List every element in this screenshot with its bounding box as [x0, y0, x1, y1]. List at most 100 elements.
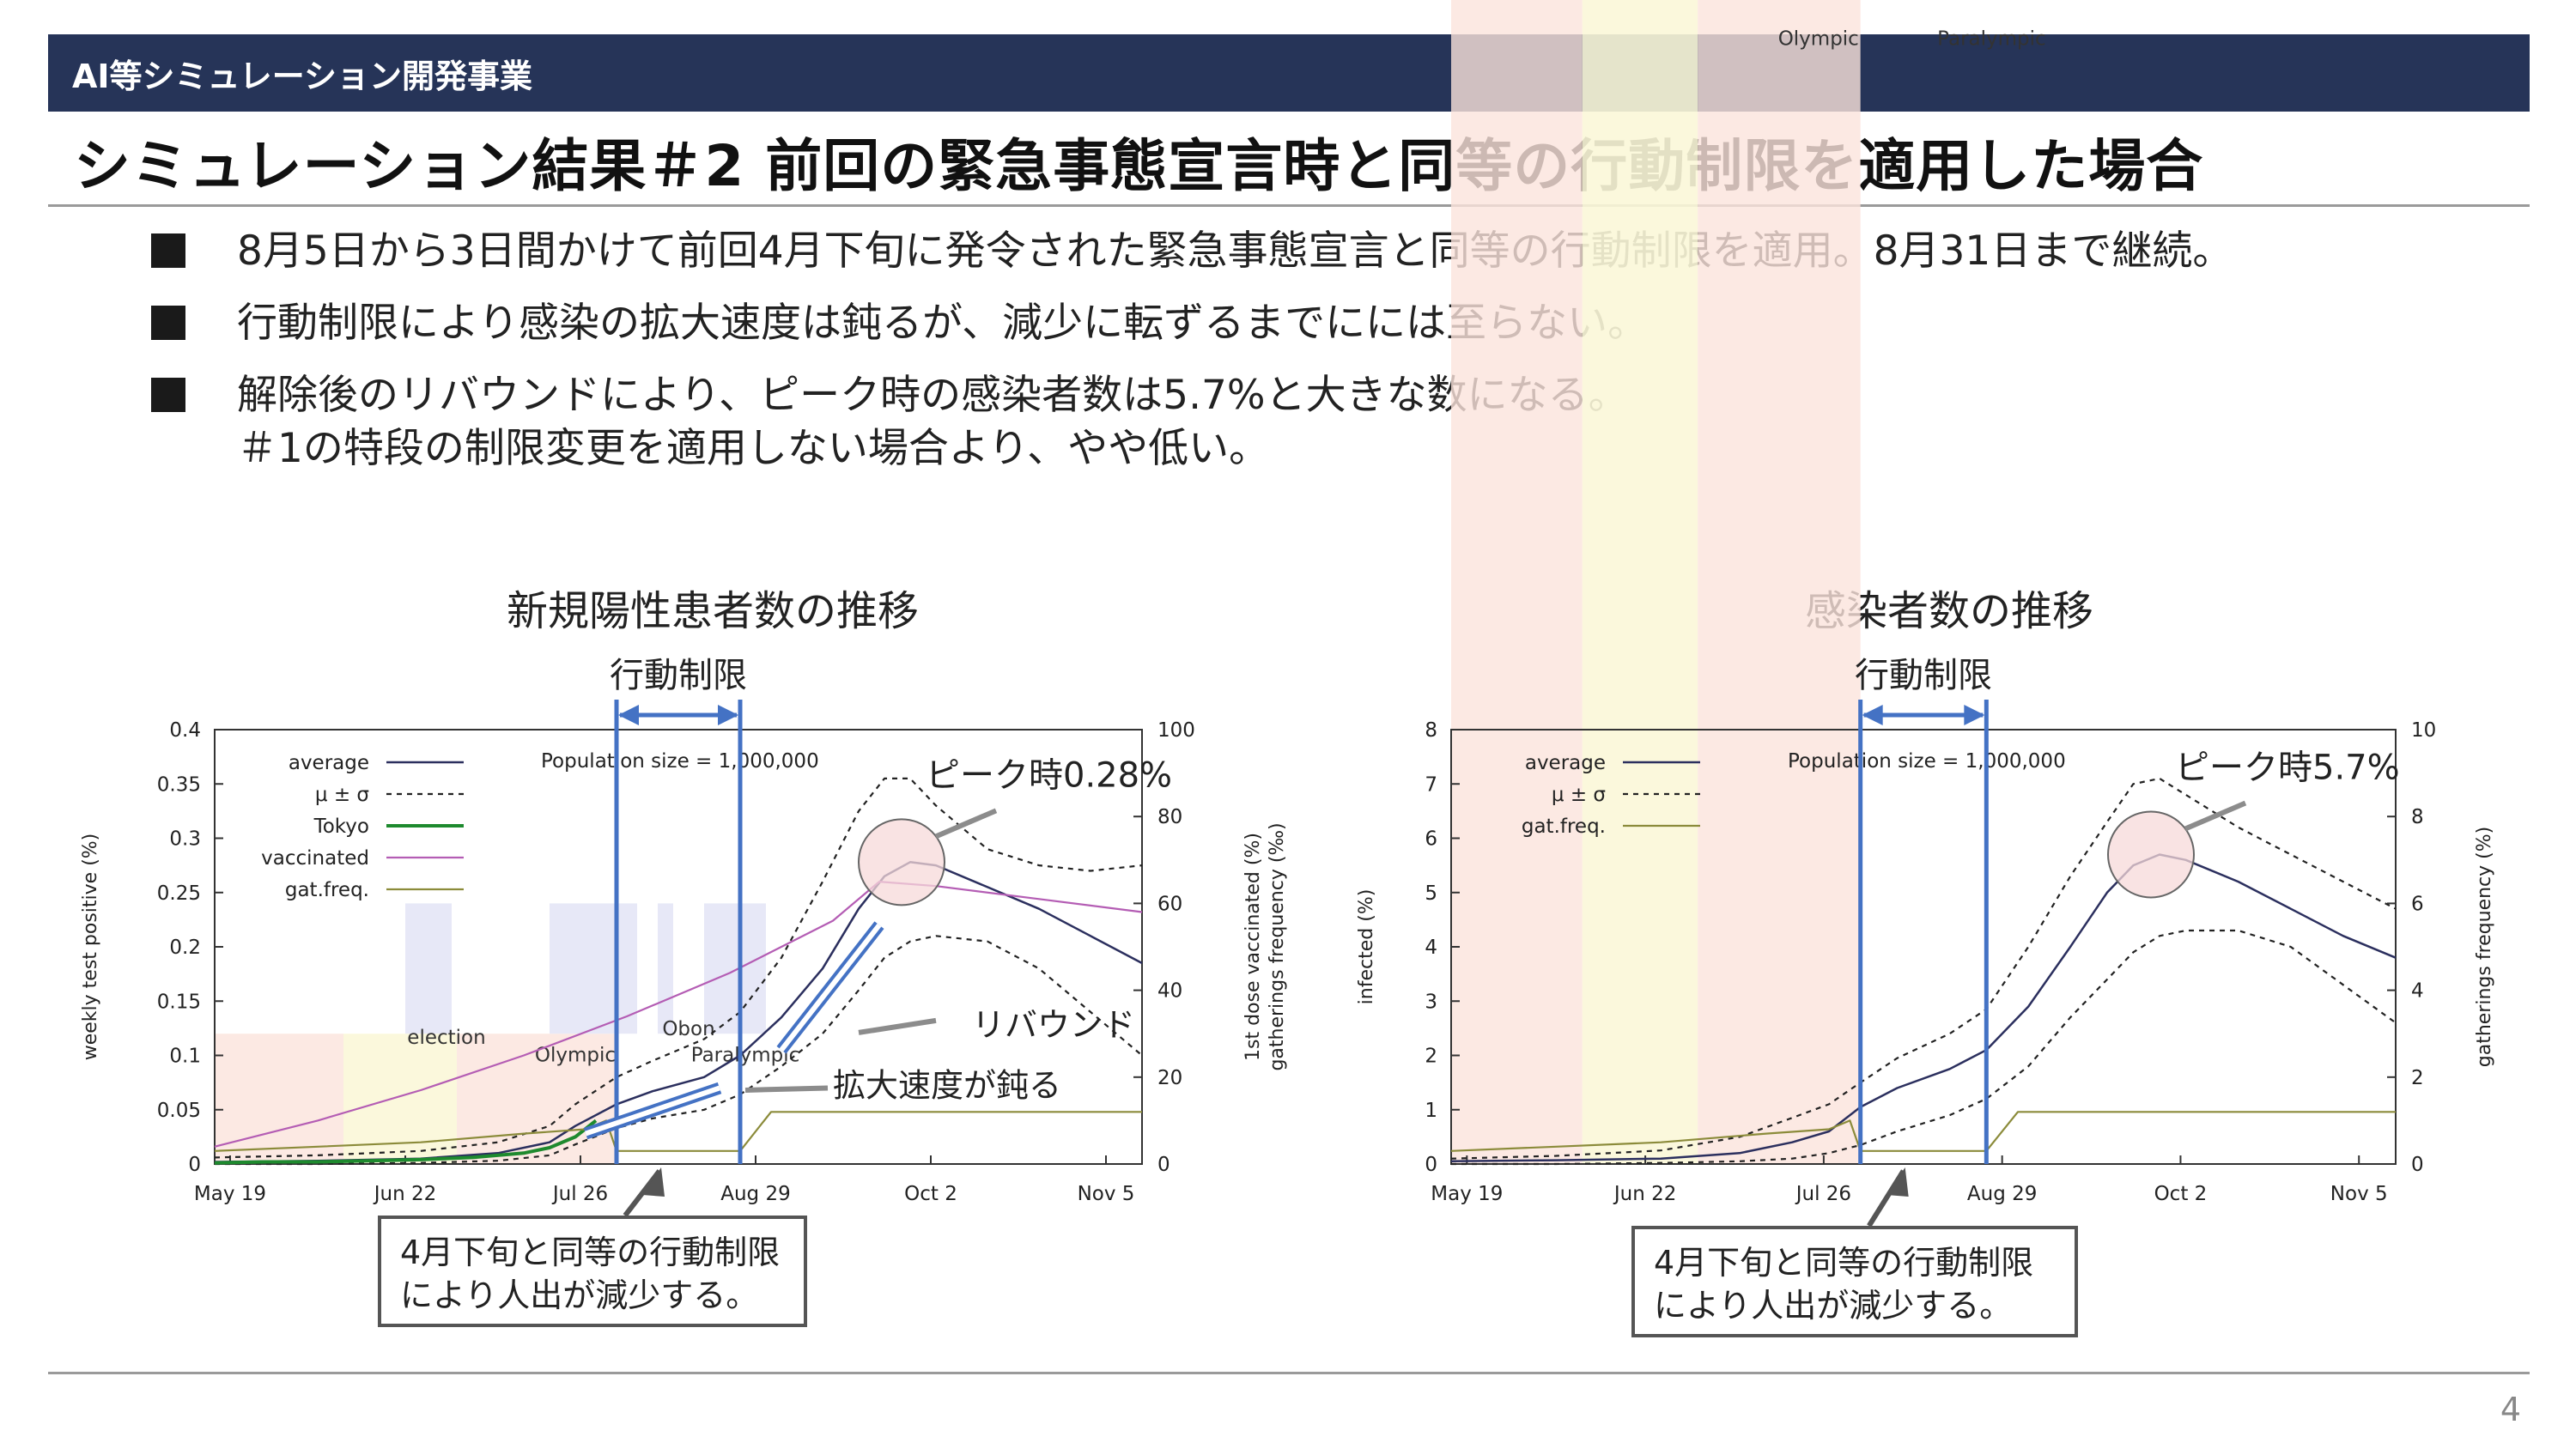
left-band-event	[405, 903, 452, 1034]
right-ytick-label: 2	[1425, 1046, 1437, 1068]
left-xtick-label: Jul 26	[551, 1183, 608, 1205]
right-ytick-label: 0	[1425, 1154, 1437, 1176]
left-band-event	[550, 903, 637, 1034]
left-band-event	[704, 903, 766, 1034]
right-xtick-label: Nov 5	[2330, 1183, 2388, 1205]
left-legend-label: average	[289, 752, 369, 774]
left-ytick-label: 0.1	[169, 1046, 201, 1068]
left-y2tick-label: 80	[1157, 806, 1182, 828]
left-callout-arrowhead	[642, 1167, 665, 1197]
bullet-square-icon	[151, 378, 185, 412]
right-ytick-label: 8	[1425, 719, 1437, 742]
right-series-	[1451, 929, 2397, 1166]
right-ytick-label: 1	[1425, 1100, 1437, 1122]
left-ytick-label: 0.05	[157, 1100, 201, 1122]
bullet-item: 8月5日から3日間かけて前回4月下旬に発令された緊急事態宣言と同等の行動制限を適…	[151, 225, 2547, 278]
left-event-label: election	[407, 1027, 485, 1049]
right-restriction-label: 行動制限	[1855, 656, 1992, 695]
left-rebound-pointer	[858, 1017, 937, 1035]
page-number: 4	[2500, 1391, 2521, 1428]
left-y2tick-label: 60	[1157, 893, 1182, 915]
left-trend-arrow-inner	[585, 1085, 720, 1137]
left-ylabel: weekly test positive (%)	[80, 834, 101, 1061]
left-population-label: Population size = 1,000,000	[541, 750, 819, 773]
right-peak-circle	[2107, 810, 2195, 899]
left-ytick-label: 0.15	[157, 991, 201, 1013]
right-peak-pointer	[2184, 800, 2247, 832]
right-ytick-label: 6	[1425, 828, 1437, 851]
bullet-list: 8月5日から3日間かけて前回4月下旬に発令された緊急事態宣言と同等の行動制限を適…	[151, 225, 2547, 494]
left-y2tick-label: 100	[1157, 719, 1195, 742]
left-band-event	[658, 903, 673, 1034]
left-peak-label: ピーク時0.28%	[926, 755, 1172, 795]
left-peak-circle	[858, 818, 945, 906]
right-series-	[1450, 777, 2397, 1160]
left-arrowhead-left	[618, 705, 639, 725]
bullet-text: 8月5日から3日間かけて前回4月下旬に発令された緊急事態宣言と同等の行動制限を適…	[237, 227, 2233, 275]
right-event-label: Olympic	[1778, 27, 1859, 50]
right-y2tick-label: 8	[2411, 806, 2424, 828]
left-xtick-label: Jun 22	[373, 1183, 437, 1205]
left-slowdown-pointer	[744, 1085, 829, 1093]
left-slowdown-label: 拡大速度が鈍る	[833, 1066, 1061, 1104]
left-series-average	[214, 861, 1143, 1163]
left-restriction-label: 行動制限	[610, 656, 747, 695]
right-ylabel: infected (%)	[1356, 889, 1377, 1005]
left-y2tick-label: 40	[1157, 980, 1182, 1003]
left-legend-label: gat.freq.	[285, 879, 369, 901]
bullet-item: 解除後のリバウンドにより、ピーク時の感染者数は5.7%と大きな数になる。 ＃1の…	[151, 369, 2547, 476]
right-band-period	[1698, 0, 1861, 1164]
left-series-Tokyo	[214, 1119, 598, 1165]
left-event-label: Olympic	[535, 1044, 616, 1066]
left-y2tick-label: 20	[1157, 1067, 1182, 1089]
left-legend-label: μ ± σ	[315, 784, 369, 806]
right-legend-label: μ ± σ	[1552, 784, 1606, 806]
left-ytick-label: 0.3	[169, 828, 201, 851]
left-callout-box: 4月下旬と同等の行動制限 により人出が減少する。	[378, 1216, 807, 1327]
right-xtick-label: Jun 22	[1613, 1183, 1677, 1205]
left-arrowhead-right	[718, 705, 738, 725]
right-peak-label: ピーク時5.7%	[2175, 748, 2400, 787]
left-xtick-label: May 19	[194, 1183, 266, 1205]
right-y2tick-label: 6	[2411, 893, 2424, 915]
left-ytick-label: 0	[188, 1154, 201, 1176]
section-label: AI等シミュレーション開発事業	[72, 57, 533, 95]
left-series-	[215, 935, 1143, 1166]
bullet-item: 行動制限により感染の拡大速度は鈍るが、減少に転ずるまでにには至らない。	[151, 297, 2547, 350]
left-y2tick-label: 0	[1157, 1154, 1170, 1176]
right-band-period	[1451, 0, 1583, 1164]
bullet-text: 解除後のリバウンドにより、ピーク時の感染者数は5.7%と大きな数になる。 ＃1の…	[237, 372, 1629, 472]
left-rebound-label: リバウンド	[972, 1006, 1135, 1044]
right-series-gat-freq.	[1450, 1111, 2396, 1152]
left-legend-label: vaccinated	[261, 847, 369, 870]
title-divider	[48, 204, 2530, 207]
left-series-gat-freq.	[214, 1111, 1142, 1152]
left-ytick-label: 0.35	[157, 773, 201, 796]
left-series-vaccinated	[214, 880, 1143, 1148]
right-population-label: Population size = 1,000,000	[1788, 750, 2066, 773]
right-xtick-label: May 19	[1431, 1183, 1503, 1205]
right-arrowhead-left	[1862, 705, 1883, 725]
bullet-text: 行動制限により感染の拡大速度は鈍るが、減少に転ずるまでにには至らない。	[237, 300, 1649, 347]
right-y2tick-label: 4	[2411, 980, 2424, 1003]
right-y2label: gatherings frequency (%)	[2474, 827, 2495, 1067]
left-y2label: gatherings frequency (‰)	[1267, 822, 1288, 1070]
footer-divider	[48, 1372, 2530, 1374]
right-ytick-label: 7	[1425, 773, 1437, 796]
right-legend-label: gat.freq.	[1522, 815, 1606, 838]
left-xtick-label: Aug 29	[720, 1183, 791, 1205]
left-ytick-label: 0.25	[157, 882, 201, 905]
right-callout-arrowhead	[1886, 1167, 1909, 1197]
left-series-	[214, 777, 1143, 1159]
left-band-period	[215, 1034, 343, 1164]
left-y2label: 1st dose vaccinated (%)	[1242, 833, 1264, 1061]
left-chart-title: 新規陽性患者数の推移	[506, 587, 919, 635]
right-event-label: Paralympic	[1937, 27, 2046, 50]
right-y2tick-label: 0	[2411, 1154, 2424, 1176]
right-xtick-label: Aug 29	[1967, 1183, 2038, 1205]
right-legend-label: average	[1525, 752, 1606, 774]
bullet-square-icon	[151, 306, 185, 340]
left-xtick-label: Nov 5	[1078, 1183, 1135, 1205]
right-ytick-label: 4	[1425, 937, 1437, 959]
